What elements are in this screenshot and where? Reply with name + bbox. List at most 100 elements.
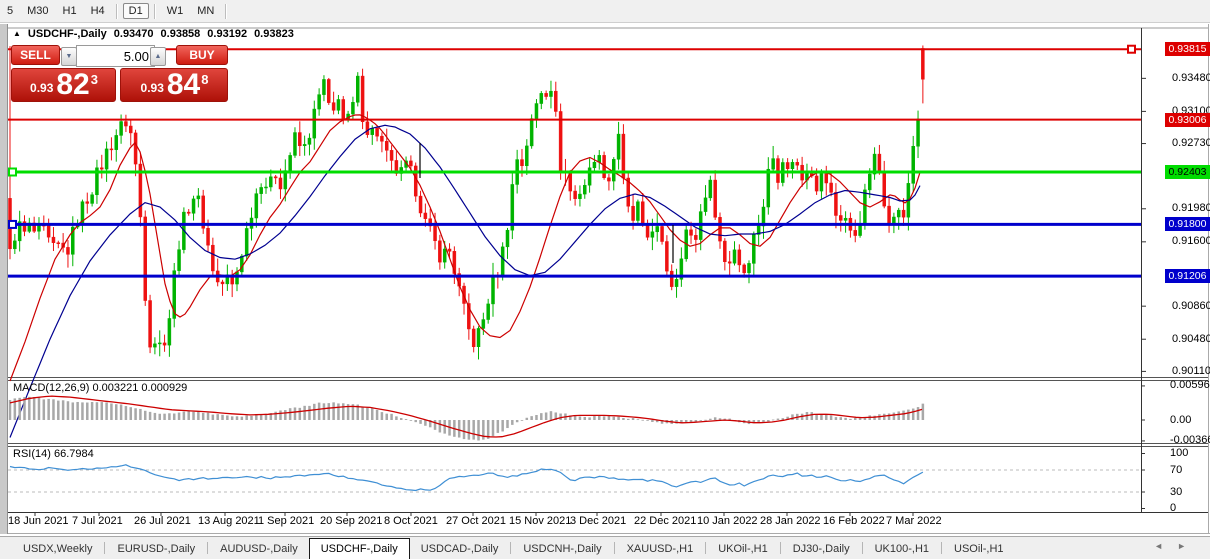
tab-separator xyxy=(941,542,943,554)
price-badge-0.91206: 0.91206 xyxy=(1165,269,1210,284)
timeframe-button-M30[interactable]: M30 xyxy=(27,5,49,17)
macd-scale-0.005963: 0.005963 xyxy=(1170,379,1210,392)
timeframe-button-5[interactable]: 5 xyxy=(7,5,14,17)
tab-scroll-right-icon[interactable]: ► xyxy=(1177,541,1200,551)
macd-name: MACD(12,26,9) xyxy=(13,382,90,394)
date-label: 7 Jul 2021 xyxy=(72,515,123,527)
toolbar-separator xyxy=(225,3,228,19)
spinner-down-icon: ▼ xyxy=(65,53,73,60)
timeframe-toolbar: 5 M30 H1 H4 D1 W1 MN xyxy=(0,0,1210,23)
date-label: 18 Jun 2021 xyxy=(8,515,69,527)
date-label: 28 Jan 2022 xyxy=(760,515,821,527)
candlestick-series xyxy=(8,45,925,438)
tab-separator xyxy=(779,542,781,554)
rsi-panel[interactable] xyxy=(8,464,1141,493)
volume-decrease-button[interactable]: ▼ xyxy=(61,47,77,66)
sell-price-display[interactable]: 0.93 82 3 xyxy=(11,68,116,102)
tab-separator xyxy=(613,542,615,554)
price-badge-0.92403: 0.92403 xyxy=(1165,165,1210,179)
sell-price-prefix: 0.93 xyxy=(30,81,54,95)
chart-tab-UKOil-H1[interactable]: UKOil-,H1 xyxy=(718,543,768,555)
horizontal-line-0.918[interactable] xyxy=(8,219,1141,229)
date-label: 1 Sep 2021 xyxy=(258,515,315,527)
sell-price-big: 82 xyxy=(56,68,90,101)
chart-tab-USOil-H1[interactable]: USOil-,H1 xyxy=(954,543,1004,555)
volume-input[interactable] xyxy=(76,45,155,67)
ohlc-low: 0.93192 xyxy=(207,28,248,40)
buy-price-prefix: 0.93 xyxy=(140,81,164,95)
buy-button[interactable]: BUY xyxy=(176,45,228,65)
rsi-scale-100: 100 xyxy=(1170,447,1189,459)
price-tick-0.91980: 0.91980 xyxy=(1172,202,1210,215)
chart-tab-XAUUSD-H1[interactable]: XAUUSD-,H1 xyxy=(626,543,694,555)
date-label: 7 Mar 2022 xyxy=(886,515,942,527)
macd-scale-0.00: 0.00 xyxy=(1170,413,1192,426)
volume-increase-button[interactable]: ▲ xyxy=(150,47,166,66)
sell-button[interactable]: SELL xyxy=(11,45,60,65)
chart-tab-USDCHF-Daily[interactable]: USDCHF-,Daily xyxy=(308,538,410,559)
tab-separator xyxy=(207,542,209,554)
price-badge-0.91800: 0.91800 xyxy=(1165,217,1210,232)
price-tick-0.90110: 0.90110 xyxy=(1172,364,1210,377)
macd-panel[interactable] xyxy=(8,395,925,441)
sell-price-sup: 3 xyxy=(90,72,98,87)
chart-title-bar: ▲ USDCHF-,Daily 0.93470 0.93858 0.93192 … xyxy=(13,28,294,40)
rsi-scale-70: 70 xyxy=(1170,463,1183,476)
date-label: 20 Sep 2021 xyxy=(320,515,383,527)
macd-values: 0.003221 0.000929 xyxy=(92,382,188,394)
rsi-name: RSI(14) xyxy=(13,448,51,460)
chart-symbol-title: USDCHF-,Daily xyxy=(27,28,107,40)
date-label: 26 Jul 2021 xyxy=(134,515,191,527)
chart-tab-UK100-H1[interactable]: UK100-,H1 xyxy=(874,543,930,555)
date-label: 22 Dec 2021 xyxy=(634,515,697,527)
timeframe-button-D1[interactable]: D1 xyxy=(122,3,149,19)
tab-scroll-left-icon[interactable]: ◄ xyxy=(1154,541,1178,551)
tab-scroll-arrows: ◄► xyxy=(1154,541,1200,551)
buy-price-big: 84 xyxy=(166,68,201,101)
price-tick-0.90480: 0.90480 xyxy=(1172,332,1210,345)
horizontal-line-0.92403[interactable] xyxy=(8,167,1141,177)
tab-separator xyxy=(104,542,106,554)
date-label: 13 Aug 2021 xyxy=(198,515,260,527)
timeframe-button-H4[interactable]: H4 xyxy=(90,5,105,17)
price-tick-0.90860: 0.90860 xyxy=(1172,299,1210,312)
chart-tab-USDX-Weekly[interactable]: USDX,Weekly xyxy=(23,543,93,555)
date-label: 15 Nov 2021 xyxy=(509,515,572,527)
rsi-scale-0: 0 xyxy=(1170,502,1177,514)
chart-tab-USDCNH-Daily[interactable]: USDCNH-,Daily xyxy=(523,543,602,555)
chart-tab-EURUSD-Daily[interactable]: EURUSD-,Daily xyxy=(117,543,196,555)
timeframe-button-W1[interactable]: W1 xyxy=(166,5,184,17)
date-label: 16 Feb 2022 xyxy=(823,515,885,527)
date-label: 27 Oct 2021 xyxy=(446,515,506,527)
rsi-indicator-label: RSI(14) 66.7984 xyxy=(13,448,94,460)
price-tick-0.93480: 0.93480 xyxy=(1172,71,1210,84)
buy-price-display[interactable]: 0.93 84 8 xyxy=(120,68,228,102)
chart-tab-USDCAD-Daily[interactable]: USDCAD-,Daily xyxy=(420,543,499,555)
date-label: 8 Oct 2021 xyxy=(384,515,438,527)
timeframe-button-H1[interactable]: H1 xyxy=(62,5,77,17)
tab-separator xyxy=(861,542,863,554)
toolbar-separator xyxy=(115,3,118,19)
date-label: 3 Dec 2021 xyxy=(570,515,627,527)
chart-tab-bar: USDX,Weekly EURUSD-,Daily AUDUSD-,Daily USD… xyxy=(0,536,1210,559)
collapse-panel-icon[interactable]: ▲ xyxy=(13,28,21,38)
window-left-frame xyxy=(0,24,8,534)
price-tick-0.92730: 0.92730 xyxy=(1172,137,1210,150)
toolbar-separator xyxy=(153,3,156,19)
ohlc-close: 0.93823 xyxy=(254,28,294,40)
macd-scale--0.003664: -0.003664 xyxy=(1170,434,1210,447)
buy-price-sup: 8 xyxy=(201,72,209,87)
chart-tab-DJ30-Daily[interactable]: DJ30-,Daily xyxy=(792,543,850,555)
chart-tab-AUDUSD-Daily[interactable]: AUDUSD-,Daily xyxy=(220,543,298,555)
rsi-line xyxy=(9,464,924,492)
price-badge-0.93815: 0.93815 xyxy=(1165,42,1210,57)
tab-separator xyxy=(705,542,707,554)
rsi-value: 66.7984 xyxy=(53,448,94,460)
tab-separator xyxy=(510,542,512,554)
spinner-up-icon: ▲ xyxy=(154,53,162,60)
price-badge-0.93006: 0.93006 xyxy=(1165,112,1210,127)
macd-indicator-label: MACD(12,26,9) 0.003221 0.000929 xyxy=(13,382,187,394)
timeframe-button-MN[interactable]: MN xyxy=(197,5,215,17)
